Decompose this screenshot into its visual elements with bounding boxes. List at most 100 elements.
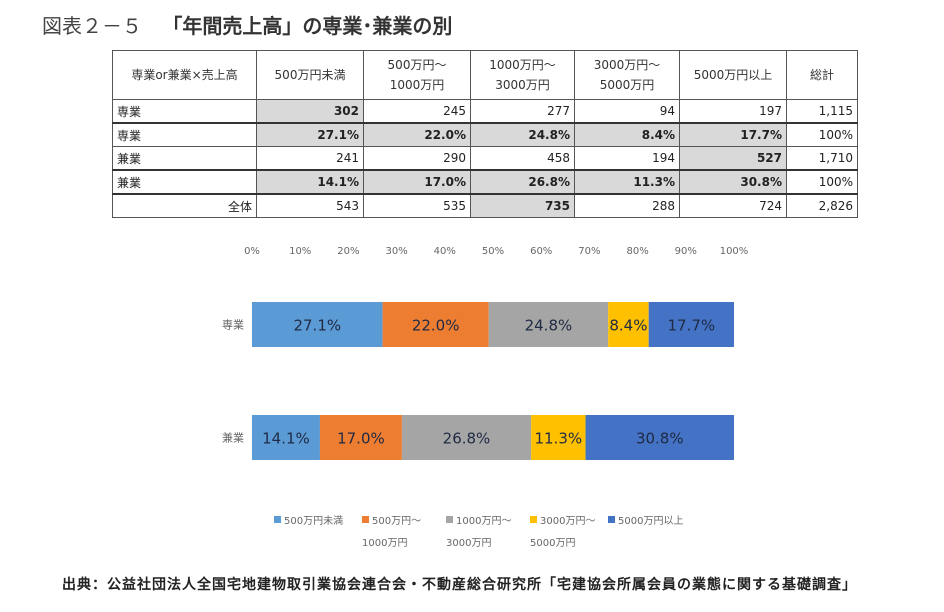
legend-label: 500万円未満: [284, 515, 343, 527]
data-label: 14.1%: [262, 430, 310, 448]
table-cell: 94: [574, 99, 680, 124]
x-tick-label: 30%: [385, 246, 407, 257]
data-label: 17.0%: [337, 430, 385, 448]
bar-segment: [319, 415, 402, 460]
data-label: 24.8%: [525, 317, 573, 335]
column-header: 500万円未満: [256, 50, 364, 100]
x-tick-label: 80%: [626, 246, 648, 257]
table-row: 兼業 241 290 458 194 527 1,710: [112, 146, 858, 171]
row-label: 全体: [112, 193, 257, 218]
legend-label: 5000万円: [530, 538, 575, 549]
column-header: 500万円～ 1000万円: [363, 50, 471, 100]
x-tick-label: 60%: [530, 246, 552, 257]
stacked-bar-chart: 0% 10% 20% 30% 40% 50% 60% 70% 80% 90% 100% 専業 27.1%…: [208, 232, 768, 562]
row-label: 専業: [112, 122, 257, 147]
data-label: 27.1%: [293, 317, 341, 335]
chart-svg: 0% 10% 20% 30% 40% 50% 60% 70% 80% 90% 100% 専業 27.1%…: [222, 246, 749, 549]
table-cell: 14.1%: [256, 169, 364, 195]
table-cell: 17.0%: [363, 169, 471, 195]
table-row: 全体 543 535 735 288 724 2,826: [112, 193, 858, 218]
table-cell: 290: [363, 146, 471, 171]
x-tick-label: 10%: [289, 246, 311, 257]
table-row: 兼業 14.1% 17.0% 26.8% 11.3% 30.8% 100%: [112, 169, 858, 195]
table-cell: 197: [679, 99, 787, 124]
table-cell: 735: [470, 193, 575, 218]
data-label: 22.0%: [412, 317, 460, 335]
table-cell: 1,710: [786, 146, 858, 171]
table-cell: 26.8%: [470, 169, 575, 195]
table-cell: 527: [679, 146, 787, 171]
bar-segment: [401, 415, 532, 460]
data-table: 専業or兼業×売上高 500万円未満 500万円～ 1000万円 1000万円～ 3…: [112, 50, 858, 218]
legend-label: 1000万円～: [456, 516, 511, 527]
table-cell: 24.8%: [470, 122, 575, 147]
legend-label: 3000万円～: [540, 516, 595, 527]
data-label: 26.8%: [443, 430, 491, 448]
table-cell: 22.0%: [363, 122, 471, 147]
x-tick-label: 50%: [482, 246, 504, 257]
table-cell: 288: [574, 193, 680, 218]
column-header: 3000万円～ 5000万円: [574, 50, 680, 100]
table-cell: 535: [363, 193, 471, 218]
x-tick-label: 70%: [578, 246, 600, 257]
figure-title: 図表２－５ 「年間売上高」の専業･兼業の別: [42, 10, 452, 39]
source-note: 出典：公益社団法人全国宅地建物取引業協会連合会・不動産総合研究所「宅建協会所属会…: [62, 577, 857, 593]
x-tick-label: 90%: [675, 246, 697, 257]
legend-swatch: [446, 516, 453, 523]
table-cell: 302: [256, 99, 364, 124]
bar-segment: [531, 415, 586, 460]
bar-segment: [252, 415, 320, 460]
x-tick-label: 100%: [720, 246, 749, 257]
data-label: 30.8%: [636, 430, 684, 448]
table-cell: 8.4%: [574, 122, 680, 147]
column-header: 5000万円以上: [679, 50, 787, 100]
data-label: 17.7%: [668, 317, 716, 335]
table-cell: 100%: [786, 169, 858, 195]
table-cell: 277: [470, 99, 575, 124]
legend-swatch: [530, 516, 537, 523]
table-cell: 100%: [786, 122, 858, 147]
data-label: 11.3%: [534, 430, 582, 448]
table-row: 専業 302 245 277 94 197 1,115: [112, 99, 858, 124]
table-header-row: 専業or兼業×売上高 500万円未満 500万円～ 1000万円 1000万円～ 3…: [112, 50, 858, 100]
table-cell: 241: [256, 146, 364, 171]
legend-label: 500万円～: [372, 516, 421, 527]
bar-segment: [585, 415, 734, 460]
table-row: 専業 27.1% 22.0% 24.8% 8.4% 17.7% 100%: [112, 122, 858, 147]
table-cell: 17.7%: [679, 122, 787, 147]
table-cell: 194: [574, 146, 680, 171]
data-label: 8.4%: [609, 317, 647, 335]
row-label: 専業: [112, 99, 257, 124]
table-cell: 245: [363, 99, 471, 124]
legend-swatch: [608, 516, 615, 523]
legend-label: 5000万円以上: [618, 515, 683, 527]
bar-segment: [252, 302, 383, 347]
figure-number: 図表２－５: [42, 14, 142, 38]
legend-swatch: [362, 516, 369, 523]
table-cell: 543: [256, 193, 364, 218]
table-cell: 27.1%: [256, 122, 364, 147]
table-cell: 458: [470, 146, 575, 171]
table-cell: 1,115: [786, 99, 858, 124]
table-cell: 2,826: [786, 193, 858, 218]
bar-segment: [648, 302, 734, 347]
table-cell: 11.3%: [574, 169, 680, 195]
bar-segment: [382, 302, 489, 347]
table-corner-header: 専業or兼業×売上高: [112, 50, 257, 100]
bar-segment: [488, 302, 609, 347]
x-tick-label: 0%: [244, 246, 260, 257]
legend-label: 3000万円: [446, 538, 491, 549]
column-header: 1000万円～ 3000万円: [470, 50, 575, 100]
category-label: 専業: [222, 319, 244, 332]
table-cell: 30.8%: [679, 169, 787, 195]
x-tick-label: 20%: [337, 246, 359, 257]
legend-swatch: [274, 516, 281, 523]
row-label: 兼業: [112, 146, 257, 171]
column-header: 総計: [786, 50, 858, 100]
legend-label: 1000万円: [362, 538, 407, 549]
bar-segment: [608, 302, 649, 347]
category-label: 兼業: [222, 432, 244, 445]
figure-main-title: 「年間売上高」の専業･兼業の別: [162, 14, 453, 38]
table-cell: 724: [679, 193, 787, 218]
x-tick-label: 40%: [434, 246, 456, 257]
